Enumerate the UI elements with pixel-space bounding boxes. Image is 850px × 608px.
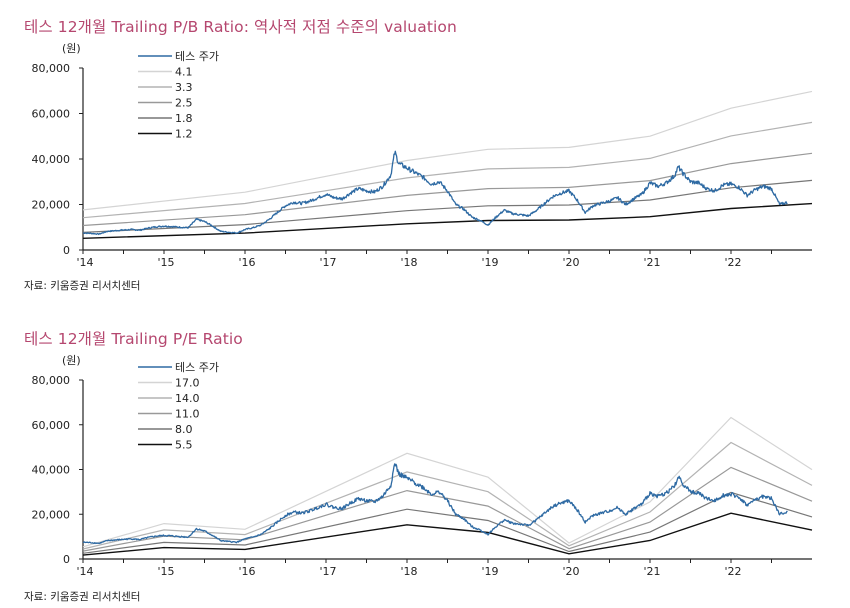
band-line-2.5 [82, 152, 813, 227]
x-tick-label: '18 [400, 256, 417, 269]
x-tick-label: '17 [319, 565, 336, 578]
y-unit-label: (원) [62, 354, 81, 367]
x-tick-label: '14 [76, 256, 93, 269]
x-tick-label: '21 [643, 256, 660, 269]
x-tick-label: '16 [238, 565, 255, 578]
legend-label: 3.3 [175, 81, 193, 94]
legend-label: 17.0 [175, 377, 200, 390]
legend-label: 테스 주가 [175, 50, 219, 63]
x-tick-label: '22 [724, 565, 741, 578]
x-tick-label: '15 [157, 565, 174, 578]
band-line-5.5 [82, 512, 813, 556]
y-tick-label: 60,000 [32, 419, 71, 432]
chart1-source: 자료: 키움증권 리서치센터 [24, 280, 141, 292]
x-tick-label: '20 [562, 565, 579, 578]
y-tick-label: 80,000 [32, 374, 71, 387]
legend-label: 14.0 [175, 392, 200, 405]
x-tick-label: '16 [238, 256, 255, 269]
y-tick-label: 20,000 [32, 199, 71, 212]
legend-label: 4.1 [175, 66, 193, 79]
x-tick-label: '21 [643, 565, 660, 578]
legend-label: 8.0 [175, 423, 193, 436]
band-line-11.0 [82, 466, 813, 552]
x-tick-label: '19 [481, 565, 498, 578]
y-tick-label: 20,000 [32, 508, 71, 521]
legend-label: 2.5 [175, 97, 193, 110]
x-tick-label: '22 [724, 256, 741, 269]
x-tick-label: '18 [400, 565, 417, 578]
band-line-14.0 [82, 441, 813, 550]
legend-label: 테스 주가 [175, 361, 219, 374]
price-line [82, 463, 788, 545]
legend-label: 1.2 [175, 128, 193, 141]
x-tick-label: '19 [481, 256, 498, 269]
chart2-source: 자료: 키움증권 리서치센터 [24, 591, 141, 603]
price-line [82, 150, 788, 236]
y-tick-label: 60,000 [32, 108, 71, 121]
legend-label: 1.8 [175, 112, 193, 125]
band-line-17.0 [82, 416, 813, 548]
x-tick-label: '15 [157, 256, 174, 269]
legend-label: 5.5 [175, 439, 193, 452]
chart1-title: 테스 12개월 Trailing P/B Ratio: 역사적 저점 수준의 v… [24, 18, 457, 36]
x-tick-label: '20 [562, 256, 579, 269]
band-line-3.3 [82, 121, 813, 219]
y-tick-label: 0 [63, 244, 70, 257]
band-line-1.2 [82, 202, 813, 239]
chart2-title: 테스 12개월 Trailing P/E Ratio [24, 330, 243, 348]
legend-label: 11.0 [175, 408, 200, 421]
y-tick-label: 0 [63, 553, 70, 566]
y-unit-label: (원) [62, 42, 81, 55]
x-tick-label: '17 [319, 256, 336, 269]
x-tick-label: '14 [76, 565, 93, 578]
y-tick-label: 40,000 [32, 464, 71, 477]
band-line-4.1 [82, 90, 813, 211]
y-tick-label: 80,000 [32, 62, 71, 75]
pb-band-chart: (원) 80,000 60,000 40,000 20,000 0 '14 '15 '16 '17… [32, 42, 813, 269]
band-line-8.0 [82, 491, 813, 554]
y-tick-label: 40,000 [32, 153, 71, 166]
